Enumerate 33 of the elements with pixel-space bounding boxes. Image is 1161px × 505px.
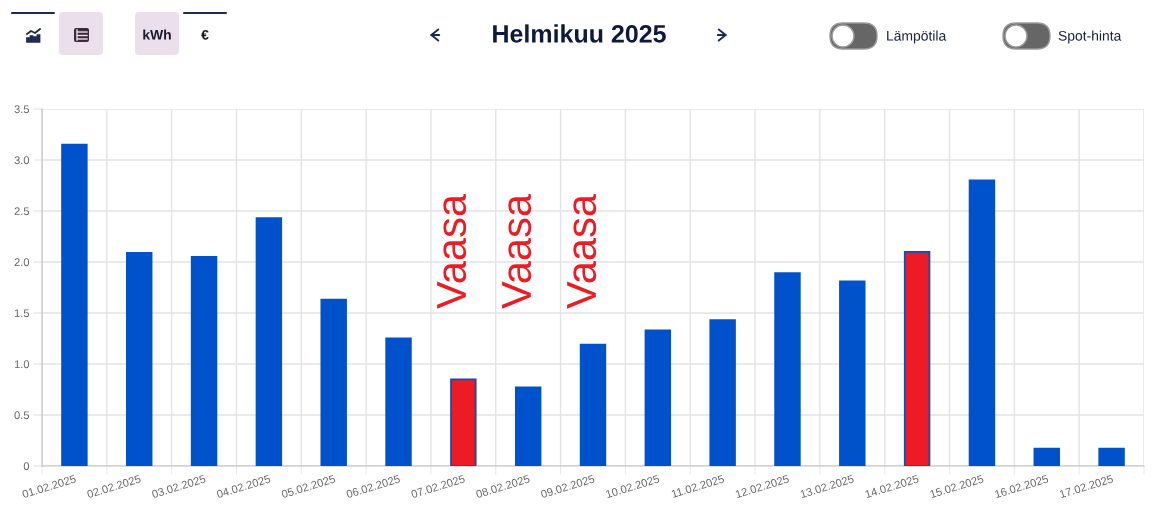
bar: [126, 251, 153, 466]
text: Spot-hinta: [1058, 30, 1122, 44]
y-tick-label: 1.5: [14, 309, 30, 318]
y-tick-label: 3.0: [14, 156, 30, 165]
bar: [320, 298, 347, 466]
bar: [61, 143, 88, 466]
bar: [1033, 447, 1060, 466]
y-tick-label: 0.5: [14, 411, 30, 420]
bar: [190, 255, 218, 466]
annotation: Vaasa: [567, 193, 597, 309]
bar: [1098, 447, 1125, 466]
text: kWh: [143, 29, 171, 40]
bar: [903, 250, 931, 466]
text: €: [201, 29, 209, 40]
bar: [968, 179, 996, 466]
bar: [514, 386, 542, 466]
text: Lämpötila: [887, 30, 947, 44]
bar: [255, 217, 283, 466]
bar: [644, 329, 672, 466]
y-tick-label: 2.5: [14, 207, 30, 216]
y-tick-label: 3.5: [14, 105, 30, 114]
bar: [450, 378, 477, 466]
chart-title: Helmikuu 2025: [493, 24, 666, 43]
bar: [774, 272, 801, 466]
annotation: Vaasa: [502, 193, 532, 309]
y-tick-label: 0: [23, 462, 30, 471]
y-tick-label: 2.0: [14, 258, 30, 267]
bar: [709, 319, 736, 466]
bar: [579, 343, 607, 466]
y-tick-label: 1.0: [14, 360, 30, 369]
bar: [385, 337, 412, 466]
annotation: Vaasa: [437, 193, 467, 309]
bar: [839, 280, 866, 466]
